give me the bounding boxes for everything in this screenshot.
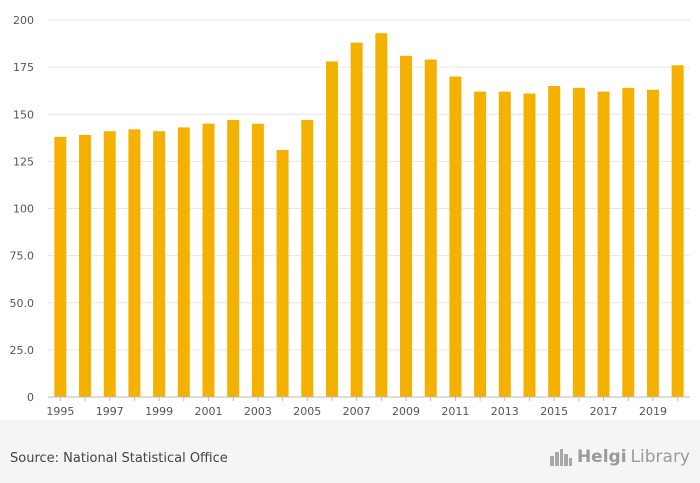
x-tick-label: 2017 bbox=[590, 405, 618, 418]
y-tick-label: 200 bbox=[13, 14, 34, 27]
x-tick-label: 2003 bbox=[244, 405, 272, 418]
bar-2003[interactable] bbox=[251, 123, 264, 398]
brand-logo[interactable]: Helgi Library bbox=[549, 447, 690, 467]
city-skyline-icon bbox=[549, 449, 572, 466]
x-tick-label: 2015 bbox=[540, 405, 568, 418]
x-tick-label: 2011 bbox=[441, 405, 469, 418]
bar-2010[interactable] bbox=[424, 59, 437, 397]
bar-2002[interactable] bbox=[227, 119, 240, 397]
y-tick-label: 125 bbox=[13, 155, 34, 168]
bar-1995[interactable] bbox=[54, 136, 67, 397]
brand-name-part2: Library bbox=[630, 447, 690, 467]
x-tick-label: 1995 bbox=[46, 405, 74, 418]
bar-2011[interactable] bbox=[449, 76, 462, 398]
bar-1996[interactable] bbox=[79, 134, 92, 398]
bar-1998[interactable] bbox=[128, 129, 141, 397]
bar-2001[interactable] bbox=[202, 123, 215, 398]
bar-2016[interactable] bbox=[572, 87, 585, 398]
bar-2006[interactable] bbox=[325, 61, 338, 397]
brand-name-part1: Helgi bbox=[576, 447, 627, 467]
x-tick-label: 2001 bbox=[195, 405, 223, 418]
bar-2017[interactable] bbox=[597, 91, 610, 397]
y-tick-label: 100 bbox=[13, 203, 34, 216]
x-tick-label: 2005 bbox=[293, 405, 321, 418]
x-tick-label: 2007 bbox=[343, 405, 371, 418]
bar-1999[interactable] bbox=[153, 131, 166, 397]
bar-2000[interactable] bbox=[177, 127, 190, 397]
bar-2015[interactable] bbox=[548, 85, 561, 397]
x-tick-label: 1997 bbox=[96, 405, 124, 418]
grid-lines bbox=[48, 19, 690, 351]
bar-2019[interactable] bbox=[646, 89, 659, 397]
axes bbox=[48, 396, 690, 401]
y-tick-label: 175 bbox=[13, 61, 34, 74]
bar-2018[interactable] bbox=[622, 87, 635, 398]
x-tick-label: 1999 bbox=[145, 405, 173, 418]
bar-2013[interactable] bbox=[498, 91, 511, 397]
y-tick-label: 25.0 bbox=[10, 344, 35, 357]
bar-2020[interactable] bbox=[671, 65, 684, 398]
y-tick-label: 150 bbox=[13, 108, 34, 121]
x-tick-label: 2009 bbox=[392, 405, 420, 418]
bar-2014[interactable] bbox=[523, 93, 536, 397]
source-text: Source: National Statistical Office bbox=[10, 451, 228, 466]
y-tick-label: 0 bbox=[27, 391, 34, 404]
chart-footer: Source: National Statistical Office Helg… bbox=[0, 420, 700, 483]
x-tick-labels: 1995 1997 1999 2001 2003 2005 2007 2009 2011 2013… bbox=[46, 405, 667, 418]
x-tick-label: 2013 bbox=[491, 405, 519, 418]
y-tick-labels: 0 25.0 50.0 75.0 100 125 150 175 200 bbox=[10, 14, 35, 404]
bar-2012[interactable] bbox=[474, 91, 487, 397]
bar-2008[interactable] bbox=[375, 33, 388, 397]
bar-2007[interactable] bbox=[350, 42, 363, 398]
bar-1997[interactable] bbox=[103, 131, 116, 397]
y-tick-label: 50.0 bbox=[10, 297, 35, 310]
bar-2005[interactable] bbox=[301, 119, 314, 397]
bars bbox=[54, 33, 684, 398]
y-tick-label: 75.0 bbox=[10, 250, 35, 263]
bar-2004[interactable] bbox=[276, 150, 289, 397]
bar-2009[interactable] bbox=[400, 55, 413, 398]
x-tick-label: 2019 bbox=[639, 405, 667, 418]
